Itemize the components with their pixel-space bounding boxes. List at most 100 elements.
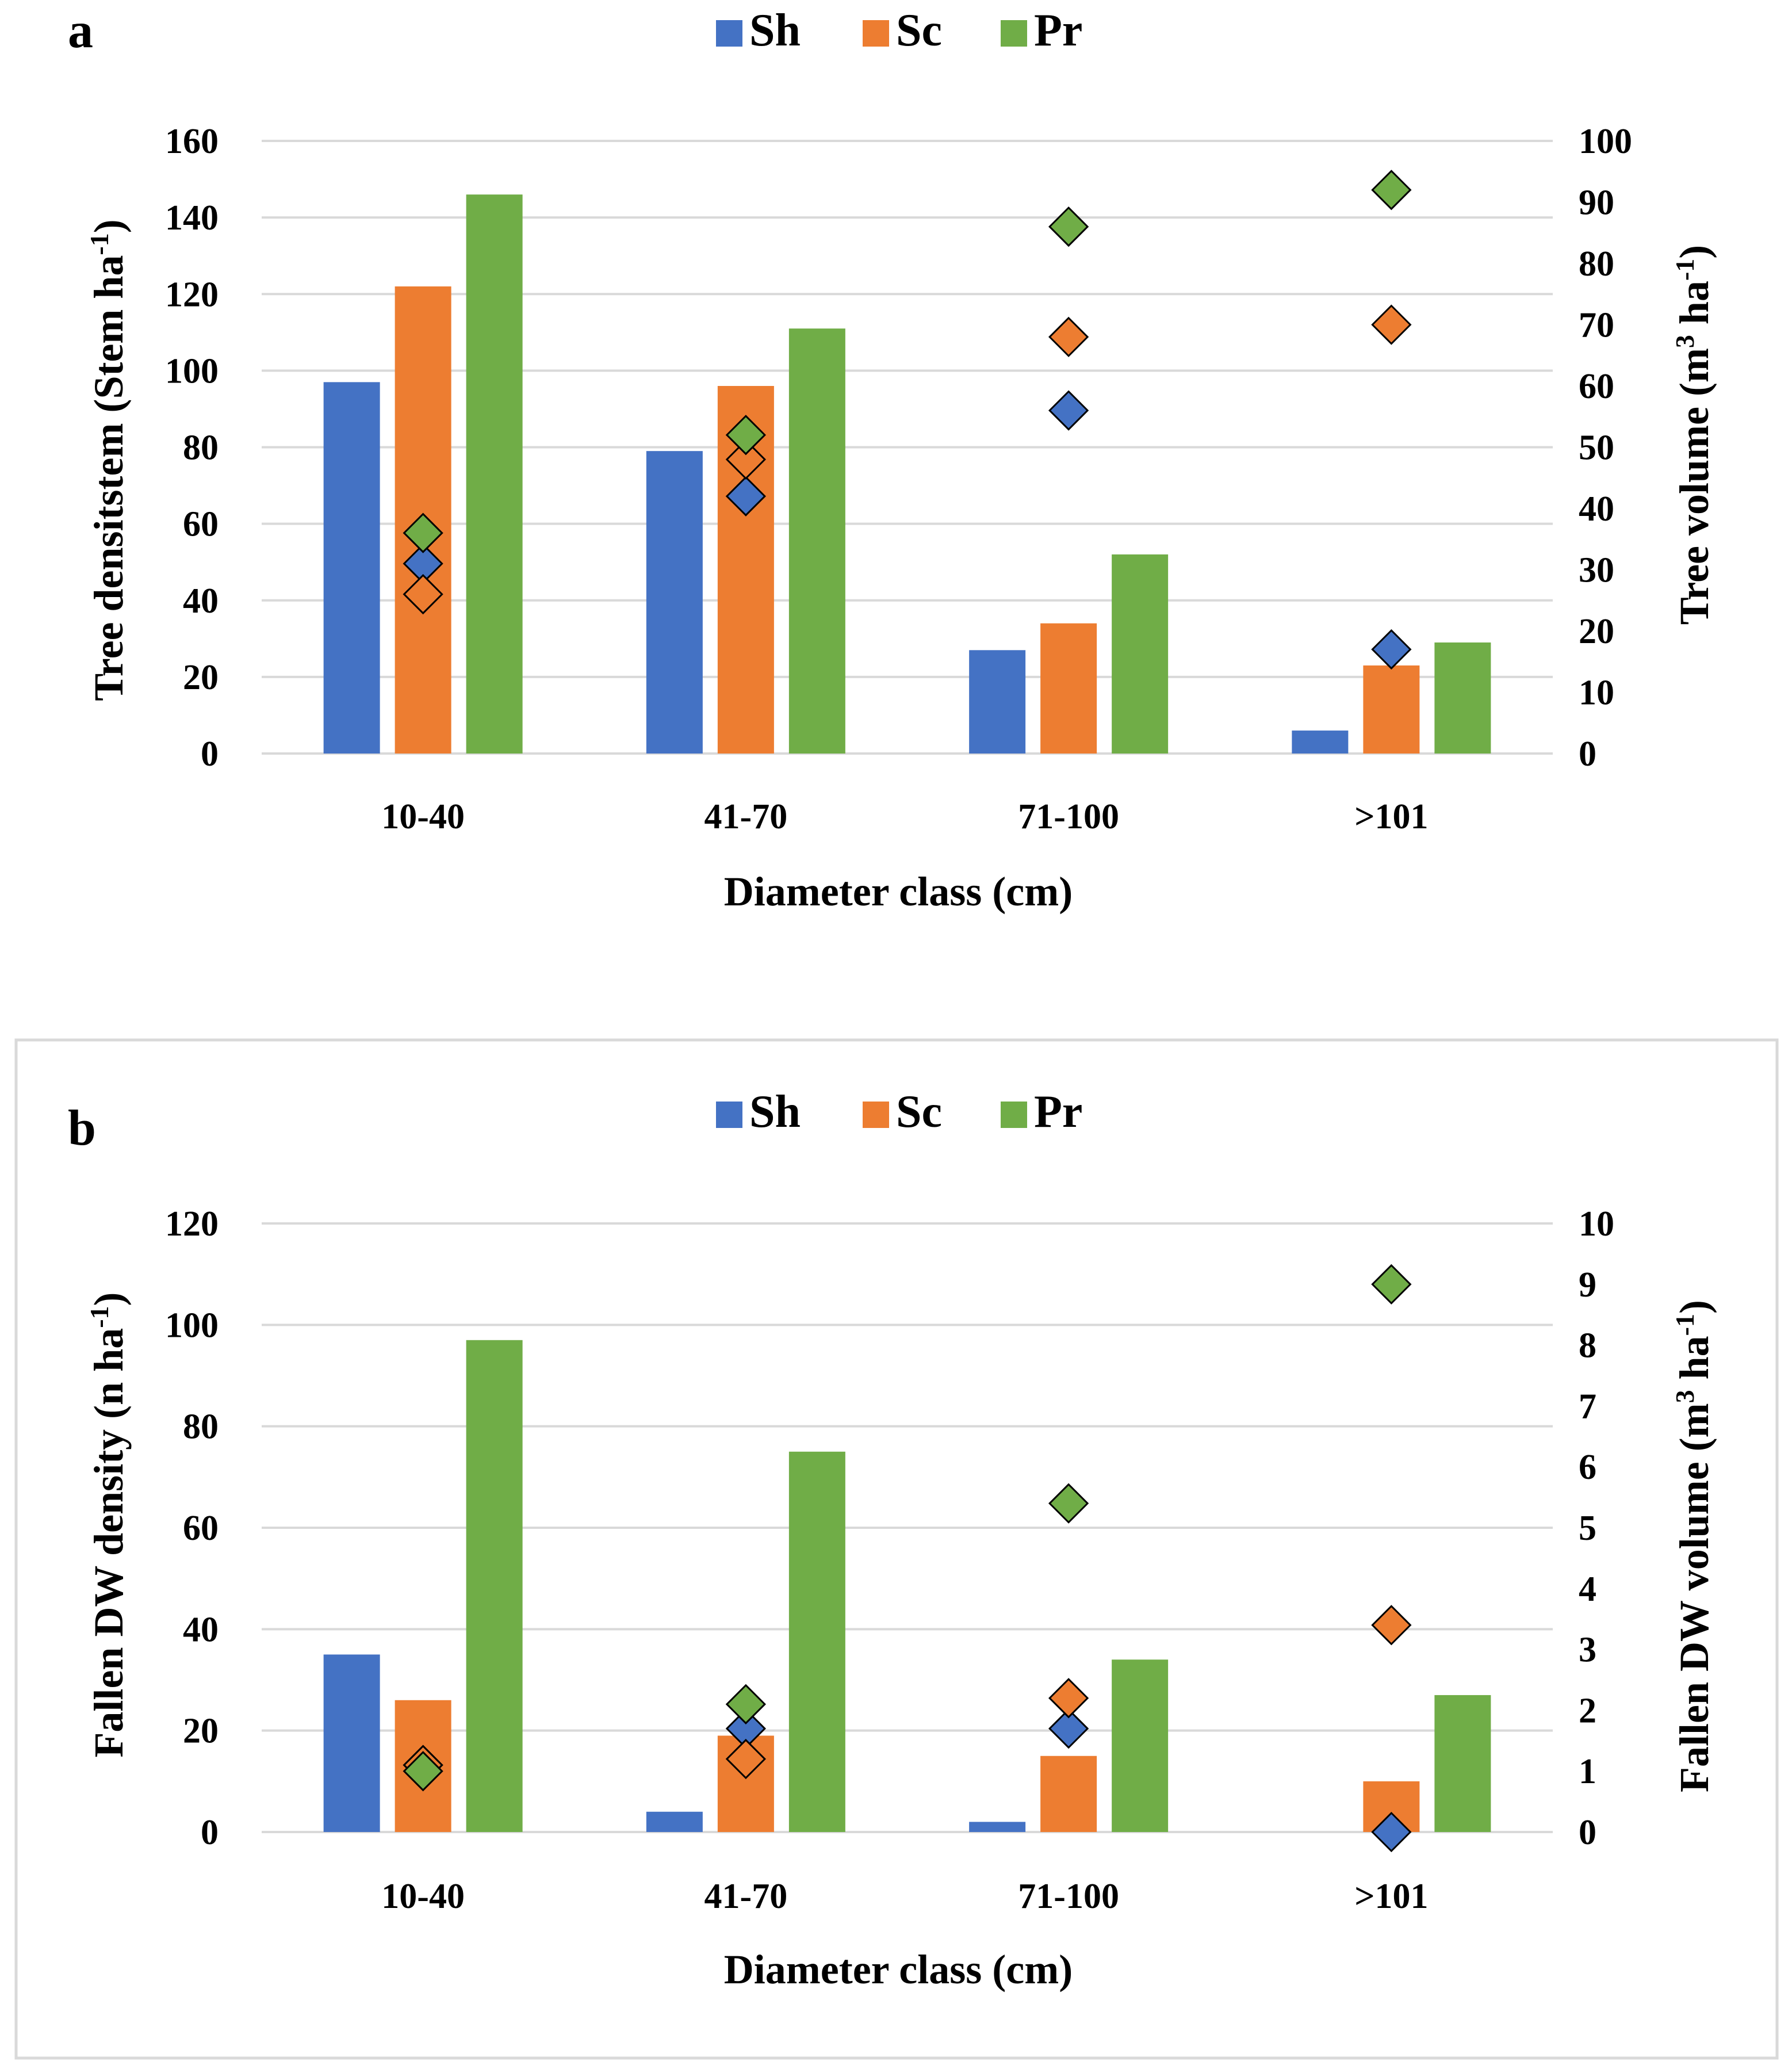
y2-tick-label: 50 (1579, 429, 1614, 468)
marker-pr-3 (1371, 1264, 1412, 1305)
marker-pr-0 (403, 513, 443, 553)
marker-sh-2 (1048, 1708, 1089, 1749)
y2-tick-label: 6 (1579, 1448, 1596, 1487)
y-tick-label: 60 (183, 1509, 219, 1548)
x-axis-title: Diameter class (cm) (724, 869, 1073, 915)
marker-sh-1 (725, 476, 766, 517)
x-tick-label: >101 (1354, 797, 1428, 836)
marker-sc-3 (1371, 1605, 1412, 1646)
y-tick-label: 0 (201, 735, 219, 774)
y2-tick-label: 80 (1579, 244, 1614, 284)
bar-pr-2 (1112, 554, 1169, 754)
legend-label-pr: Pr (1034, 1087, 1082, 1137)
y2-axis-ticks: 0 10 20 30 40 50 60 70 80 90 100 (1579, 122, 1632, 774)
y-tick-label: 100 (165, 1306, 219, 1345)
y-tick-label: 60 (183, 505, 219, 544)
y2-tick-label: 60 (1579, 367, 1614, 406)
y2-tick-label: 8 (1579, 1326, 1596, 1366)
y2-tick-label: 1 (1579, 1752, 1596, 1791)
marker-sc-2 (1048, 1678, 1089, 1719)
y2-axis-ticks: 0 1 2 3 4 5 6 7 8 9 10 (1579, 1204, 1614, 1852)
bar-sc-2 (1040, 623, 1097, 754)
legend-swatch-pr (1001, 1102, 1027, 1128)
legend-label-sc: Sc (896, 5, 942, 56)
marker-pr-2 (1048, 206, 1089, 247)
y-axis-title: Fallen DW density (n ha-1) (85, 1292, 132, 1757)
y-tick-label: 80 (183, 1408, 219, 1447)
y-tick-label: 0 (201, 1813, 219, 1852)
y-tick-label: 20 (183, 1712, 219, 1751)
gridlines (262, 1222, 1553, 1833)
x-axis-ticks: 10-40 41-70 71-100 >101 (381, 797, 1428, 836)
y2-tick-label: 0 (1579, 1813, 1596, 1852)
marker-sc-0 (403, 573, 443, 615)
y-tick-label: 80 (183, 429, 219, 468)
legend: Sh Sc Pr (716, 5, 1082, 56)
marker-sh-3 (1371, 629, 1412, 670)
marker-sc-3 (1371, 304, 1412, 345)
bar-pr-1 (788, 328, 845, 754)
y-tick-label: 40 (183, 1610, 219, 1649)
y2-tick-label: 9 (1579, 1265, 1596, 1305)
y2-tick-label: 2 (1579, 1691, 1596, 1730)
y2-tick-label: 40 (1579, 489, 1614, 529)
bar-sh-0 (323, 1654, 380, 1832)
legend-swatch-sh (716, 20, 742, 47)
y2-tick-label: 7 (1579, 1387, 1596, 1426)
y2-tick-label: 10 (1579, 1204, 1614, 1244)
marker-sc-1 (725, 1738, 766, 1780)
bar-sh-1 (646, 1811, 703, 1832)
y-axis-ticks: 0 20 40 60 80 100 120 (165, 1204, 219, 1852)
bar-sh-0 (323, 382, 380, 754)
bar-sh-3 (1292, 731, 1349, 754)
legend: Sh Sc Pr (716, 1087, 1082, 1137)
x-tick-label: >101 (1354, 1877, 1428, 1916)
x-axis-ticks: 10-40 41-70 71-100 >101 (381, 1877, 1428, 1916)
marker-sh-2 (1048, 390, 1089, 431)
y-axis-title: Tree densitstem (Stem ha-1) (85, 219, 132, 701)
y2-tick-label: 5 (1579, 1509, 1596, 1548)
x-tick-label: 10-40 (381, 1877, 465, 1916)
y-tick-label: 120 (165, 1204, 219, 1244)
volume-markers (403, 170, 1412, 670)
y-tick-label: 100 (165, 351, 219, 391)
y-tick-label: 140 (165, 198, 219, 238)
bar-sh-2 (969, 650, 1026, 754)
y2-tick-label: 3 (1579, 1631, 1596, 1670)
panel-b: b Sh Sc Pr 0 20 40 60 80 100 120 0 1 2 3 4 5 6 7 8 9 10 10… (68, 1087, 1717, 1992)
legend-swatch-sc (863, 1102, 889, 1128)
marker-sc-1 (725, 439, 766, 480)
x-tick-label: 41-70 (704, 1877, 788, 1916)
bars (323, 1340, 1491, 1832)
bar-pr-1 (788, 1451, 845, 1832)
x-axis-title: Diameter class (cm) (724, 1946, 1073, 1992)
legend-swatch-sh (716, 1102, 742, 1128)
bar-sh-2 (969, 1822, 1026, 1832)
panel-a: a Sh Sc Pr 0 20 40 60 80 100 120 140 160 0 10 20 30 40… (68, 3, 1717, 915)
marker-pr-3 (1371, 170, 1412, 211)
legend-label-sh: Sh (749, 5, 801, 56)
marker-sc-2 (1048, 316, 1089, 357)
gridlines (262, 140, 1553, 755)
marker-pr-0 (403, 1751, 443, 1792)
y-tick-label: 20 (183, 658, 219, 697)
y2-axis-title: Tree volume (m3 ha-1) (1670, 245, 1718, 625)
y2-tick-label: 0 (1579, 735, 1596, 774)
x-tick-label: 71-100 (1018, 1877, 1119, 1916)
marker-pr-2 (1048, 1483, 1089, 1524)
marker-pr-1 (725, 1684, 766, 1724)
y-tick-label: 160 (165, 122, 219, 161)
bar-pr-3 (1434, 1695, 1491, 1832)
panel-b-frame (14, 1038, 1779, 2060)
y2-axis-title: Fallen DW volume (m3 ha-1) (1670, 1300, 1718, 1792)
y-tick-label: 120 (165, 275, 219, 314)
y2-tick-label: 30 (1579, 551, 1614, 590)
bar-pr-0 (466, 194, 523, 754)
legend-swatch-pr (1001, 20, 1027, 47)
y2-tick-label: 90 (1579, 183, 1614, 223)
x-tick-label: 71-100 (1018, 797, 1119, 836)
y2-tick-label: 20 (1579, 612, 1614, 651)
volume-markers (403, 1264, 1412, 1853)
x-tick-label: 41-70 (704, 797, 788, 836)
marker-pr-1 (725, 415, 766, 456)
